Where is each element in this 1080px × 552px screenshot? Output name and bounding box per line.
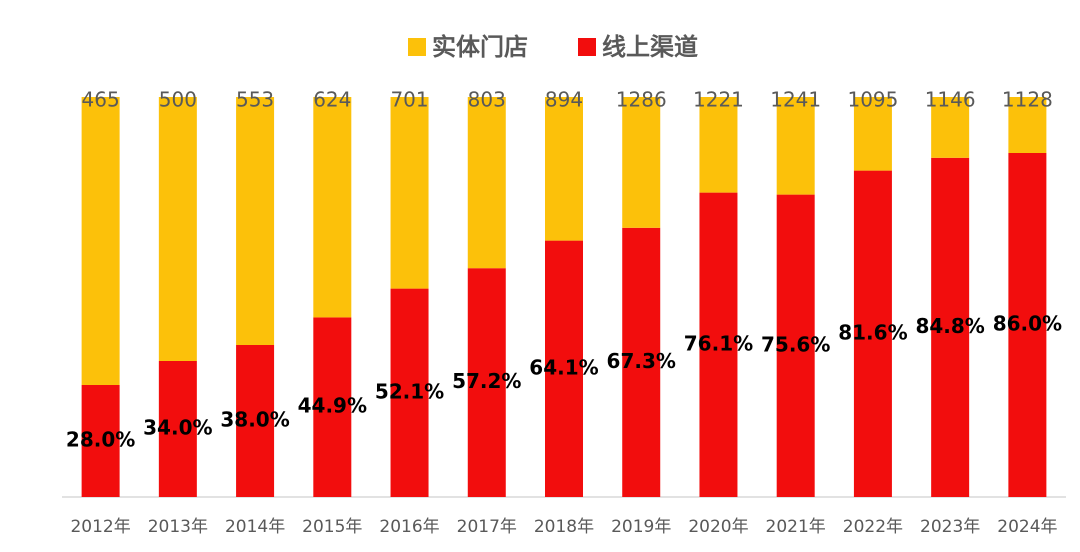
total-label: 553 bbox=[236, 88, 274, 112]
legend-swatch bbox=[578, 38, 596, 56]
value-label: 67.3% bbox=[607, 349, 676, 373]
bar-segment bbox=[545, 240, 583, 497]
value-label: 57.2% bbox=[452, 369, 521, 393]
x-tick-label: 2018年 bbox=[534, 517, 594, 537]
total-label: 624 bbox=[313, 88, 351, 112]
x-tick-label: 2021年 bbox=[766, 517, 826, 537]
total-label: 894 bbox=[545, 88, 583, 112]
value-label: 52.1% bbox=[375, 379, 444, 403]
bar-segment bbox=[158, 97, 197, 361]
value-label: 28.0% bbox=[66, 428, 135, 452]
x-tick-label: 2023年 bbox=[920, 517, 980, 537]
legend-label: 线上渠道 bbox=[602, 33, 698, 61]
total-label: 1128 bbox=[1002, 88, 1053, 112]
bar-segment bbox=[776, 194, 815, 497]
bar-segment bbox=[390, 288, 429, 497]
bar-segment bbox=[313, 317, 352, 497]
bar-segment bbox=[931, 157, 970, 498]
x-tick-label: 2017年 bbox=[457, 517, 517, 537]
x-tick-label: 2015年 bbox=[302, 517, 362, 537]
bar-segment bbox=[81, 97, 120, 385]
value-label: 84.8% bbox=[915, 314, 984, 338]
value-label: 64.1% bbox=[529, 355, 598, 379]
bar-segment bbox=[236, 345, 275, 497]
value-label: 44.9% bbox=[298, 394, 367, 418]
total-label: 1241 bbox=[770, 88, 821, 112]
x-tick-label: 2019年 bbox=[611, 517, 671, 537]
total-label: 1095 bbox=[847, 88, 898, 112]
bar-segment bbox=[236, 97, 275, 345]
bar-segment bbox=[390, 97, 429, 289]
x-tick-label: 2013年 bbox=[148, 517, 208, 537]
x-tick-label: 2014年 bbox=[225, 517, 285, 537]
total-label: 1286 bbox=[616, 88, 667, 112]
bar-segment bbox=[313, 97, 352, 318]
bar-segment bbox=[699, 97, 738, 193]
value-label: 38.0% bbox=[220, 408, 289, 432]
x-tick-label: 2024年 bbox=[997, 517, 1057, 537]
bar-segment bbox=[853, 170, 892, 497]
total-label: 803 bbox=[468, 88, 506, 112]
bar-segment bbox=[467, 97, 506, 269]
legend-swatch bbox=[408, 38, 426, 56]
value-label: 75.6% bbox=[761, 332, 830, 356]
x-tick-label: 2020年 bbox=[688, 517, 748, 537]
bar-segment bbox=[545, 97, 583, 241]
bar-segment bbox=[622, 97, 661, 228]
bar-segment bbox=[931, 97, 970, 158]
bar-segment bbox=[1008, 97, 1047, 153]
bar-segment bbox=[467, 268, 506, 497]
total-label: 1146 bbox=[925, 88, 976, 112]
x-tick-label: 2022年 bbox=[843, 517, 903, 537]
total-label: 701 bbox=[390, 88, 428, 112]
total-label: 465 bbox=[82, 88, 120, 112]
bar-segment bbox=[776, 97, 815, 195]
bar-segment bbox=[622, 227, 661, 498]
total-label: 1221 bbox=[693, 88, 744, 112]
bar-segment bbox=[1008, 153, 1047, 497]
legend-label: 实体门店 bbox=[432, 33, 528, 61]
bar-segment bbox=[853, 97, 892, 171]
total-label: 500 bbox=[159, 88, 197, 112]
value-label: 86.0% bbox=[993, 312, 1062, 336]
value-label: 34.0% bbox=[143, 416, 212, 440]
x-tick-label: 2012年 bbox=[70, 517, 130, 537]
bar-segment bbox=[158, 361, 197, 497]
bar-segment bbox=[81, 385, 120, 497]
value-label: 76.1% bbox=[684, 331, 753, 355]
bar-segment bbox=[699, 192, 738, 497]
value-label: 81.6% bbox=[838, 320, 907, 344]
x-tick-label: 2016年 bbox=[379, 517, 439, 537]
